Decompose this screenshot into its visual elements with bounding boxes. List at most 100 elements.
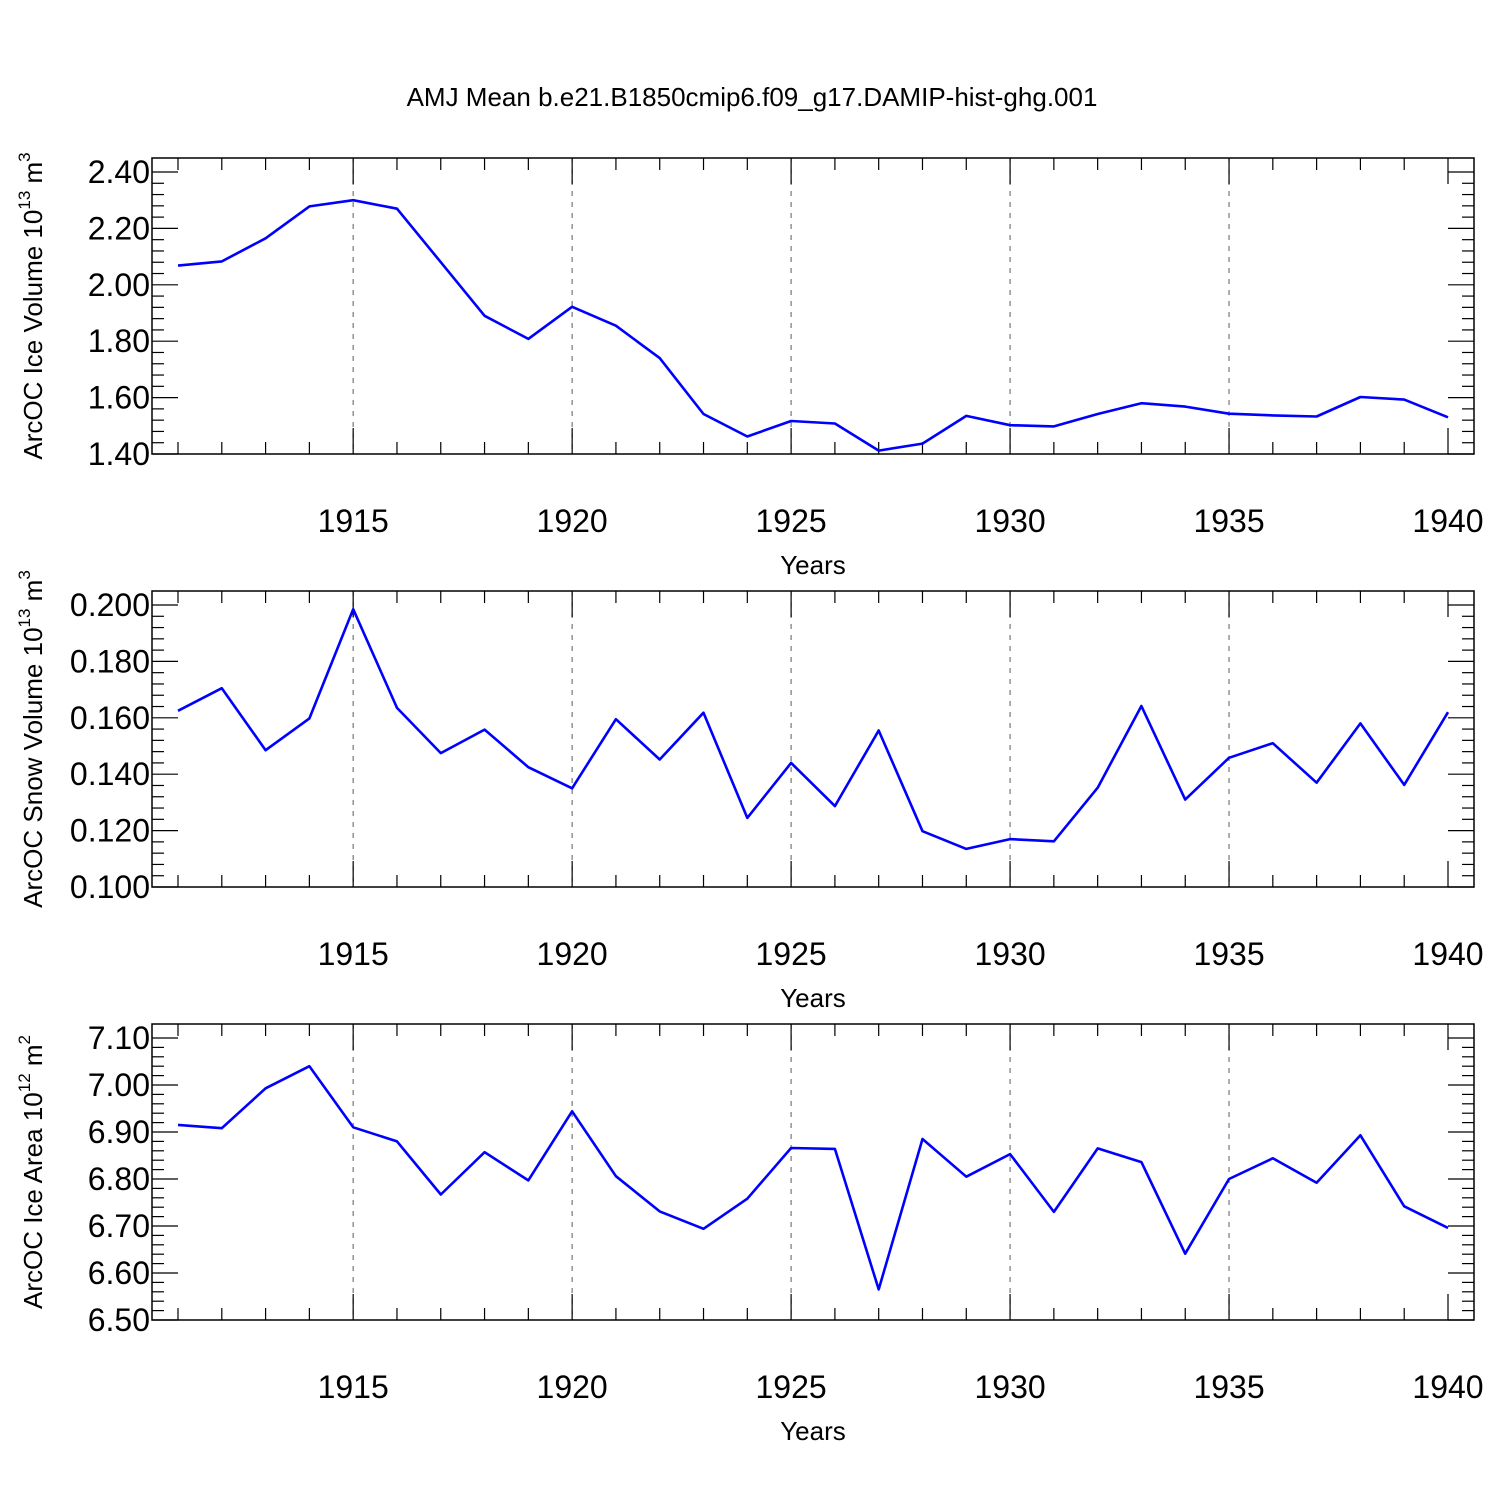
data-point [307, 716, 311, 720]
data-point [964, 1175, 968, 1179]
data-point [264, 1086, 268, 1090]
y-tick-label: 0.200 [70, 587, 150, 623]
y-axis-label: ArcOC Ice Volume 1013 m3 [15, 152, 48, 459]
plot-frame [151, 1023, 1475, 1321]
data-point [220, 686, 224, 690]
data-point [1402, 398, 1406, 402]
data-point [1183, 1252, 1187, 1256]
x-tick-label: 1940 [1412, 1369, 1483, 1405]
data-point [745, 1197, 749, 1201]
data-point [1446, 415, 1450, 419]
data-point [264, 748, 268, 752]
y-axis-label: ArcOC Ice Area 1012 m2 [15, 1035, 48, 1309]
data-point [351, 607, 355, 611]
data-point [1139, 1160, 1143, 1164]
data-point [526, 337, 530, 341]
data-point [833, 1147, 837, 1151]
data-point [1271, 741, 1275, 745]
data-point [264, 236, 268, 240]
data-point [833, 422, 837, 426]
x-tick-label: 1920 [537, 936, 608, 972]
panel-3: 6.50 6.60 6.70 6.80 6.90 7.00 7.10 1915 1920 1925… [15, 1020, 1484, 1446]
data-point [526, 765, 530, 769]
data-point [877, 728, 881, 732]
y-tick-label: 0.160 [70, 700, 150, 736]
x-tick-label: 1920 [537, 503, 608, 539]
data-point [395, 1139, 399, 1143]
data-point [220, 259, 224, 263]
x-tick-label: 1915 [318, 503, 389, 539]
data-point [877, 1287, 881, 1291]
data-point [745, 816, 749, 820]
data-point [920, 829, 924, 833]
data-point [1315, 414, 1319, 418]
data-point [1227, 1177, 1231, 1181]
data-point [483, 1150, 487, 1154]
data-point [1139, 401, 1143, 405]
x-tick-label: 1925 [756, 503, 827, 539]
data-point [1358, 721, 1362, 725]
data-point [964, 414, 968, 418]
x-tick-label: 1915 [318, 936, 389, 972]
x-tick-label: 1935 [1193, 1369, 1264, 1405]
data-point [439, 751, 443, 755]
y-tick-label: 0.120 [70, 813, 150, 849]
data-point [1008, 837, 1012, 841]
y-tick-label: 0.180 [70, 643, 150, 679]
data-point [658, 758, 662, 762]
panel-2: 0.100 0.120 0.140 0.160 0.180 0.200 1915 1920 19… [15, 570, 1484, 1013]
data-point [614, 324, 618, 328]
data-point [1227, 412, 1231, 416]
data-point [570, 305, 574, 309]
data-point [176, 264, 180, 268]
data-point [307, 1064, 311, 1068]
y-tick-label: 6.60 [88, 1255, 150, 1291]
data-point [920, 1137, 924, 1141]
data-point [1096, 412, 1100, 416]
data-point [702, 711, 706, 715]
x-tick-label: 1935 [1193, 503, 1264, 539]
data-point [789, 419, 793, 423]
data-point [614, 717, 618, 721]
series-line [177, 198, 1449, 452]
x-axis-label: Years [780, 550, 846, 580]
y-tick-label: 7.00 [88, 1067, 150, 1103]
y-tick-label: 1.80 [88, 323, 150, 359]
data-point [877, 449, 881, 453]
panel-1: 1.40 1.60 1.80 2.00 2.20 2.40 1915 1920 1925 1930… [15, 152, 1484, 580]
data-point [920, 442, 924, 446]
chart-title: AMJ Mean b.e21.B1850cmip6.f09_g17.DAMIP-… [407, 82, 1098, 112]
data-point [1008, 423, 1012, 427]
x-tick-label: 1925 [756, 936, 827, 972]
x-tick-label: 1920 [537, 1369, 608, 1405]
y-tick-label: 6.90 [88, 1114, 150, 1150]
data-point [1052, 424, 1056, 428]
series-line [177, 607, 1450, 851]
x-axis-label: Years [780, 1416, 846, 1446]
data-point [570, 786, 574, 790]
y-tick-label: 6.50 [88, 1302, 150, 1338]
data-point [702, 412, 706, 416]
data-point [1446, 710, 1450, 714]
data-point [483, 314, 487, 318]
y-tick-label: 6.80 [88, 1161, 150, 1197]
data-point [1358, 395, 1362, 399]
data-point [570, 1109, 574, 1113]
data-point [1271, 1156, 1275, 1160]
y-tick-label: 0.100 [70, 869, 150, 905]
y-tick-label: 2.00 [88, 267, 150, 303]
y-tick-label: 1.60 [88, 380, 150, 416]
data-point [1183, 798, 1187, 802]
data-point [1402, 783, 1406, 787]
data-point [1096, 786, 1100, 790]
x-tick-label: 1925 [756, 1369, 827, 1405]
data-point [833, 804, 837, 808]
data-point [1227, 756, 1231, 760]
data-point [1271, 413, 1275, 417]
x-tick-label: 1940 [1412, 936, 1483, 972]
x-tick-label: 1930 [974, 936, 1045, 972]
data-point [395, 207, 399, 211]
data-point [439, 1193, 443, 1197]
data-point [658, 356, 662, 360]
